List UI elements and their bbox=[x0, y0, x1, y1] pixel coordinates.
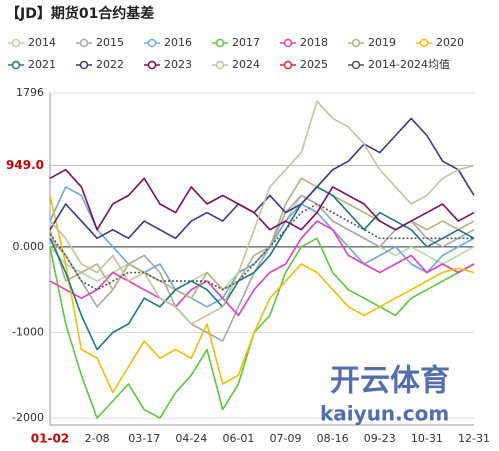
legend-label: 2024 bbox=[232, 58, 260, 71]
legend-label: 2017 bbox=[232, 36, 260, 49]
x-tick-label: 06-01 bbox=[222, 432, 254, 445]
series-line bbox=[49, 186, 475, 351]
legend-swatch-dot bbox=[283, 60, 293, 70]
plot: 1796 949.0 0.000 -1000 -2000 01-02 2-08 03-17 04… bbox=[6, 86, 490, 446]
x-tick-label: 2-08 bbox=[85, 432, 110, 445]
legend-swatch-dot bbox=[79, 60, 89, 70]
series-line bbox=[49, 220, 475, 317]
legend-swatch-dot bbox=[215, 38, 225, 48]
x-tick-label: 04-24 bbox=[175, 432, 207, 445]
legend-swatch-dot bbox=[79, 38, 89, 48]
legend-swatch-dot bbox=[283, 38, 293, 48]
x-tick-label: 07-09 bbox=[270, 432, 302, 445]
y-tick-label: -2000 bbox=[12, 411, 44, 424]
legend-swatch-dot bbox=[147, 60, 157, 70]
x-tick-label: 10-31 bbox=[411, 432, 443, 445]
legend-swatch-dot bbox=[11, 60, 21, 70]
legend-label: 2019 bbox=[368, 36, 396, 49]
x-tick-label: 12-31 bbox=[458, 432, 490, 445]
x-tick-label: 01-02 bbox=[31, 432, 69, 446]
x-tick-label: 09-23 bbox=[364, 432, 396, 445]
legend-label: 2018 bbox=[300, 36, 328, 49]
series-line bbox=[49, 237, 475, 419]
series-line bbox=[49, 195, 475, 394]
legend-label: 2022 bbox=[96, 58, 124, 71]
legend-label: 2014 bbox=[28, 36, 56, 49]
chart-title: 【JD】期货01合约基差 bbox=[6, 5, 154, 22]
y-tick-label: 949.0 bbox=[6, 158, 44, 172]
legend-label: 2021 bbox=[28, 58, 56, 71]
legend-swatch-dot bbox=[419, 38, 429, 48]
legend-swatch-dot bbox=[215, 60, 225, 70]
series-line bbox=[49, 194, 475, 342]
legend-swatch-dot bbox=[11, 38, 21, 48]
legend-label: 2023 bbox=[164, 58, 192, 71]
series-line bbox=[49, 203, 474, 291]
legend-swatch-dot bbox=[351, 60, 361, 70]
series-line bbox=[49, 117, 475, 240]
x-tick-label: 08-16 bbox=[317, 432, 349, 445]
watermark-url: kaiyun.com bbox=[320, 402, 449, 426]
x-tick-label: 03-17 bbox=[128, 432, 160, 445]
watermark: 开云体育 bbox=[330, 364, 450, 399]
legend-swatch-dot bbox=[351, 38, 361, 48]
series-line bbox=[49, 168, 475, 231]
legend-label: 2016 bbox=[164, 36, 192, 49]
series-line bbox=[49, 100, 475, 325]
y-tick-label: 1796 bbox=[16, 86, 44, 99]
legend-label: 2025 bbox=[300, 58, 328, 71]
y-tick-label: -1000 bbox=[12, 325, 44, 338]
legend-label: 2014-2024均值 bbox=[368, 58, 450, 71]
legend-swatch-dot bbox=[147, 38, 157, 48]
legend-label: 2015 bbox=[96, 36, 124, 49]
legend-label: 2020 bbox=[436, 36, 464, 49]
y-tick-label: 0.000 bbox=[13, 240, 45, 253]
